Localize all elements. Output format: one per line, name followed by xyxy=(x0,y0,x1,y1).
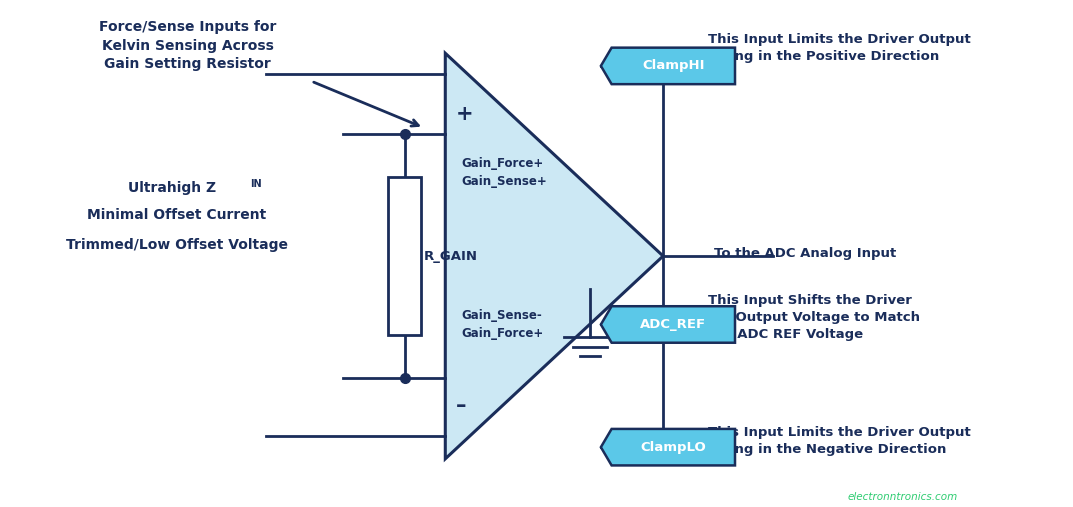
Text: IN: IN xyxy=(250,179,262,189)
Text: To the ADC Analog Input: To the ADC Analog Input xyxy=(714,247,896,260)
Text: ADC_REF: ADC_REF xyxy=(641,318,706,331)
Text: This Input Limits the Driver Output
Swing in the Positive Direction: This Input Limits the Driver Output Swin… xyxy=(708,33,971,63)
Text: Force/Sense Inputs for
Kelvin Sensing Across
Gain Setting Resistor: Force/Sense Inputs for Kelvin Sensing Ac… xyxy=(99,20,277,71)
Polygon shape xyxy=(601,48,735,84)
Text: Trimmed/Low Offset Voltage: Trimmed/Low Offset Voltage xyxy=(67,238,288,252)
Text: R_GAIN: R_GAIN xyxy=(424,249,477,263)
Text: +: + xyxy=(456,104,473,124)
Text: –: – xyxy=(456,395,467,416)
Text: This Input Limits the Driver Output
Swing in the Negative Direction: This Input Limits the Driver Output Swin… xyxy=(708,426,971,456)
Text: ClampHI: ClampHI xyxy=(642,59,705,73)
Polygon shape xyxy=(445,53,663,459)
Text: electronntronics.com: electronntronics.com xyxy=(848,492,958,502)
Bar xyxy=(388,177,421,335)
Text: Minimal Offset Current: Minimal Offset Current xyxy=(87,208,267,223)
Text: Ultrahigh Z: Ultrahigh Z xyxy=(128,180,216,195)
Polygon shape xyxy=(601,306,735,343)
Text: Gain_Force+
Gain_Sense+: Gain_Force+ Gain_Sense+ xyxy=(461,157,547,188)
Text: Gain_Sense-
Gain_Force+: Gain_Sense- Gain_Force+ xyxy=(461,309,544,340)
Text: ClampLO: ClampLO xyxy=(641,441,706,454)
Text: This Input Shifts the Driver
CM Output Voltage to Match
the ADC REF Voltage: This Input Shifts the Driver CM Output V… xyxy=(708,294,921,341)
Polygon shape xyxy=(601,429,735,465)
